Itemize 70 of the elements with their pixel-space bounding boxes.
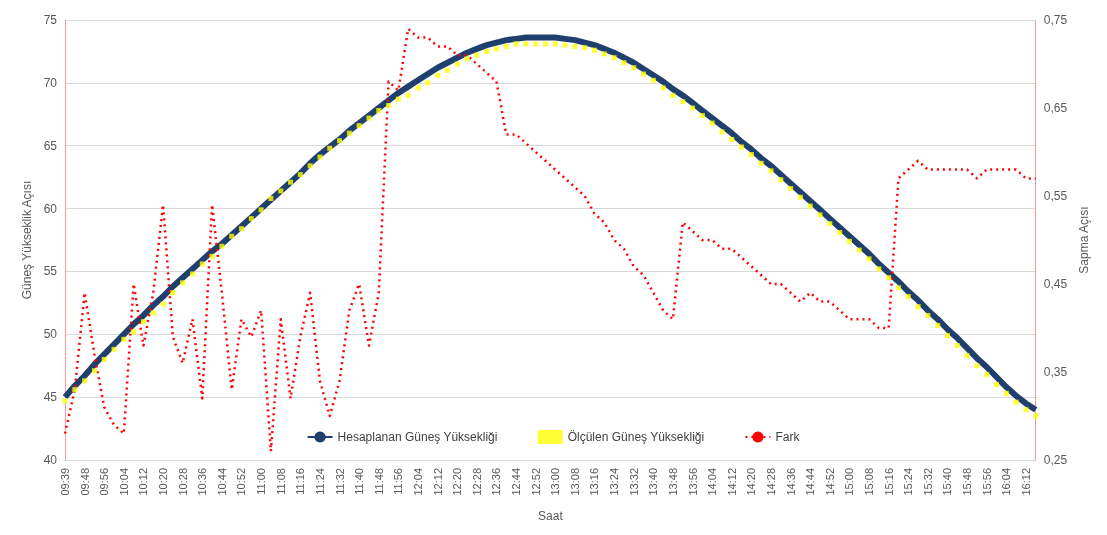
y-tick-label: 55: [43, 264, 58, 279]
x-tick-label: 11:56: [392, 468, 405, 495]
y2-axis-title: Sapma Açısı: [1077, 206, 1091, 274]
x-tick-label: 10:12: [137, 468, 150, 496]
x-tick-label: 15:00: [843, 468, 856, 496]
x-tick-label: 14:12: [725, 468, 738, 496]
x-tick-label: 14:36: [784, 468, 797, 496]
x-tick-label: 11:48: [372, 468, 385, 495]
x-tick-label: 09:39: [59, 468, 71, 496]
x-tick-label: 15:32: [921, 468, 934, 496]
y-tick-label: 65: [43, 138, 58, 153]
y-axis-title: Güneş Yükseklik Açısı: [19, 180, 34, 300]
y2-tick-label: 0,25: [1043, 453, 1068, 467]
x-tick-label: 16:04: [1000, 468, 1013, 496]
x-tick-label: 12:12: [431, 468, 444, 496]
x-tick-label: 15:56: [980, 468, 993, 496]
x-tick-label: 10:28: [176, 468, 189, 496]
y2-tick-label: 0,45: [1043, 277, 1068, 291]
x-tick-label: 16:12: [1019, 468, 1032, 496]
x-tick-label: 10:04: [117, 468, 130, 496]
x-tick-label: 11:40: [353, 468, 366, 495]
x-tick-label: 15:48: [961, 468, 974, 496]
x-tick-label: 13:00: [549, 468, 562, 496]
y-tick-label: 40: [43, 453, 58, 467]
x-tick-label: 09:56: [98, 468, 111, 496]
x-tick-label: 15:08: [863, 468, 876, 496]
x-tick-label: 12:20: [451, 468, 464, 496]
x-tick-label: 13:24: [608, 468, 621, 496]
x-tick-label: 13:56: [686, 468, 699, 496]
legend-label: Ölçülen Güneş Yüksekliği: [567, 430, 705, 444]
x-tick-label: 15:24: [902, 468, 915, 496]
x-tick-label: 11:16: [294, 468, 307, 495]
x-tick-label: 12:44: [510, 468, 523, 496]
legend-label: Fark: [775, 430, 801, 444]
x-tick-label: 13:40: [647, 468, 660, 496]
x-tick-label: 10:36: [196, 468, 209, 496]
y2-tick-label: 0,35: [1043, 365, 1068, 379]
x-tick-label: 13:16: [588, 468, 601, 496]
x-tick-label: 10:52: [235, 468, 248, 496]
y2-tick-label: 0,55: [1043, 189, 1068, 203]
x-tick-label: 13:08: [568, 468, 581, 496]
x-tick-label: 10:44: [215, 468, 228, 496]
x-tick-label: 12:36: [490, 468, 503, 496]
x-tick-label: 11:08: [274, 468, 287, 495]
y-tick-label: 60: [43, 201, 58, 216]
x-axis-title: Saat: [538, 509, 564, 523]
x-tick-label: 14:52: [823, 468, 836, 496]
legend-label: Hesaplanan Güneş Yüksekliği: [337, 430, 498, 444]
y2-tick-label: 0,75: [1043, 13, 1068, 27]
x-tick-label: 14:04: [706, 468, 719, 496]
x-tick-label: 15:16: [882, 468, 895, 496]
y-tick-label: 75: [43, 13, 58, 27]
y-tick-label: 70: [43, 75, 58, 90]
x-tick-label: 11:24: [313, 468, 326, 495]
x-tick-label: 14:28: [765, 468, 777, 496]
x-tick-label: 13:32: [627, 468, 640, 496]
y2-tick-label: 0,65: [1043, 101, 1068, 115]
x-tick-label: 10:20: [157, 468, 170, 496]
x-tick-label: 12:04: [412, 468, 424, 496]
y-tick-label: 45: [43, 390, 58, 405]
x-tick-label: 14:44: [804, 468, 817, 496]
x-tick-label: 12:28: [470, 468, 483, 496]
x-tick-label: 11:00: [255, 468, 268, 495]
y-tick-label: 50: [43, 327, 58, 342]
x-tick-label: 09:48: [78, 468, 91, 496]
x-tick-label: 13:48: [666, 468, 679, 496]
x-tick-label: 11:32: [333, 468, 346, 495]
x-tick-label: 14:20: [745, 468, 758, 496]
x-tick-label: 15:40: [941, 468, 954, 496]
x-tick-label: 12:52: [529, 468, 542, 496]
